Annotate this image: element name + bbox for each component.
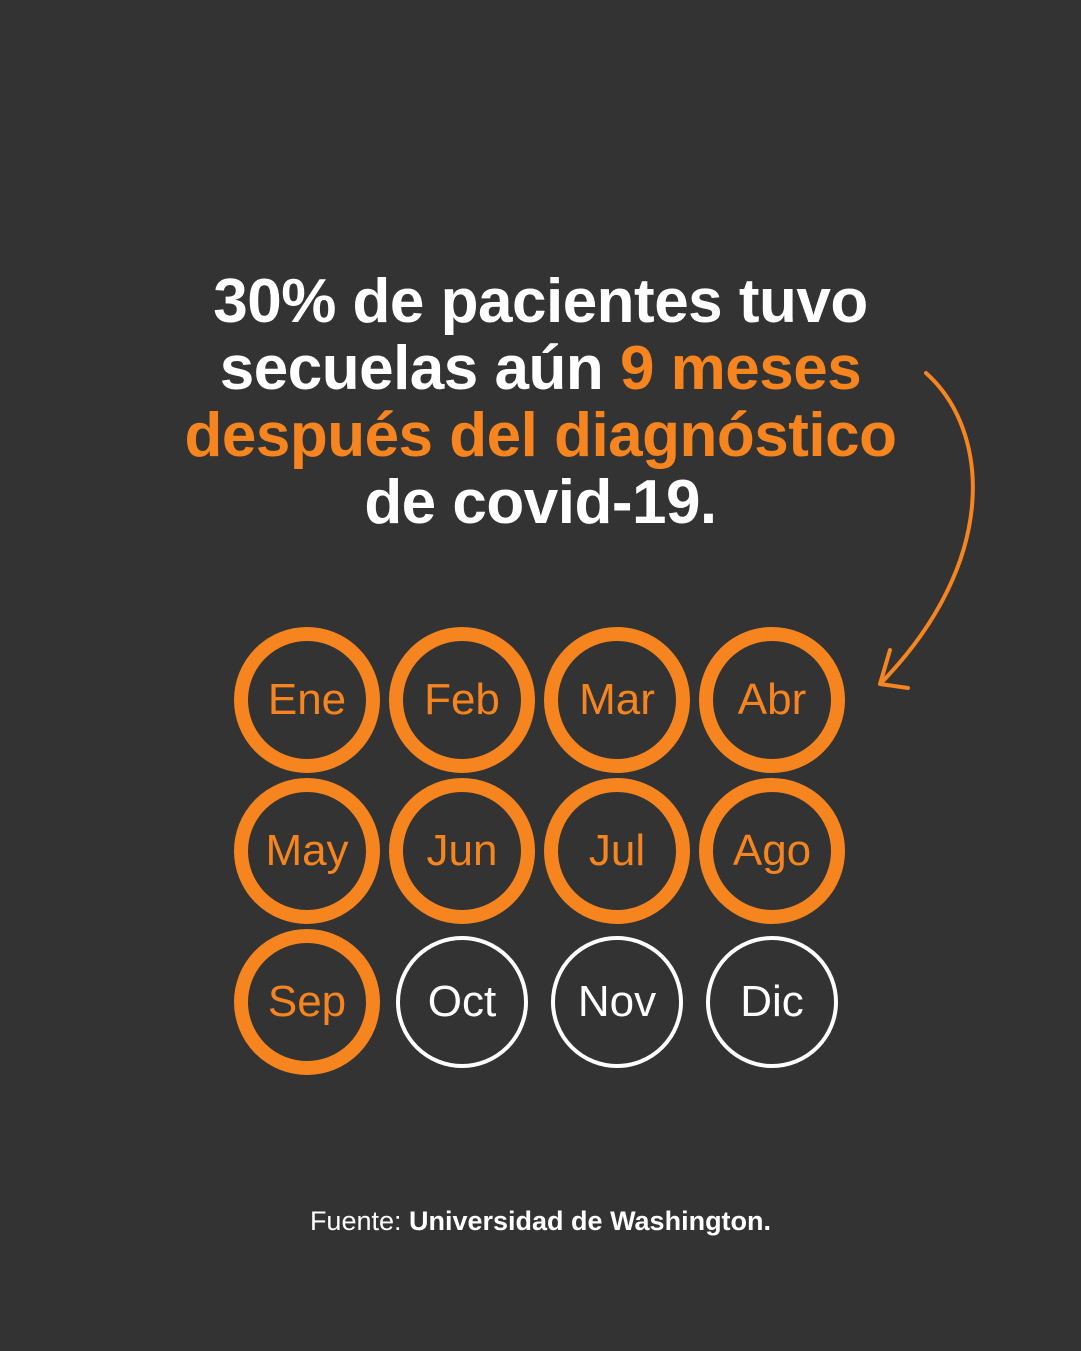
headline-line-2-white: secuelas aún [219, 334, 620, 403]
headline-line-3: después del diagnóstico [184, 401, 897, 470]
month-circle-abr: Abr [699, 627, 845, 773]
month-label: Oct [427, 977, 497, 1026]
month-circle-may: May [234, 778, 380, 924]
month-circle-oct: Oct [396, 936, 528, 1068]
month-label: Jun [426, 826, 498, 875]
month-circle-ago: Ago [699, 778, 845, 924]
headline-line-4: de covid-19. [364, 468, 717, 537]
month-circle-mar: Mar [544, 627, 690, 773]
month-label: Ene [267, 675, 347, 724]
month-circle-feb: Feb [389, 627, 535, 773]
source-note: Fuente: Universidad de Washington. [0, 1206, 1081, 1237]
month-circle-jul: Jul [544, 778, 690, 924]
month-circle-ene: Ene [234, 627, 380, 773]
month-label: Mar [579, 675, 655, 724]
headline-line-2: secuelas aún 9 meses [0, 335, 1081, 402]
month-label: Abr [737, 675, 807, 724]
source-prefix: Fuente: [309, 1206, 409, 1236]
month-circle-nov: Nov [551, 936, 683, 1068]
month-label: Sep [267, 977, 347, 1026]
month-circle-sep: Sep [234, 929, 380, 1075]
month-label: Feb [424, 675, 500, 724]
month-label: May [265, 826, 349, 875]
month-label: Dic [740, 977, 804, 1026]
source-name: Universidad de Washington. [409, 1206, 772, 1236]
month-circle-jun: Jun [389, 778, 535, 924]
month-circle-dic: Dic [706, 936, 838, 1068]
headline-line-2-accent: 9 meses [619, 334, 862, 403]
month-label: Jul [588, 826, 646, 875]
headline: 30% de pacientes tuvo secuelas aún 9 mes… [0, 268, 1081, 536]
month-label: Ago [732, 826, 812, 875]
headline-line-1: 30% de pacientes tuvo [213, 267, 868, 336]
month-label: Nov [577, 977, 657, 1026]
